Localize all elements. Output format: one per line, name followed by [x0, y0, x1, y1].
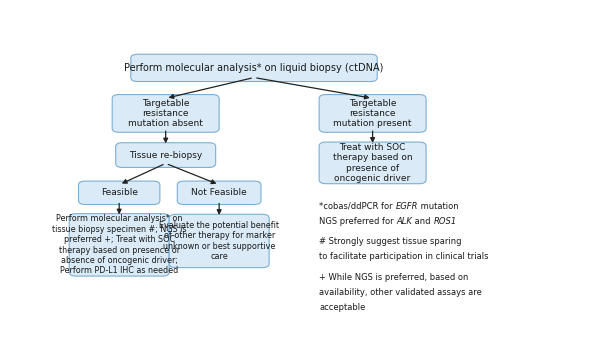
Text: Perform molecular analysis* on liquid biopsy (ctDNA): Perform molecular analysis* on liquid bi…: [124, 63, 384, 73]
FancyBboxPatch shape: [79, 181, 160, 204]
Text: + While NGS is preferred, based on: + While NGS is preferred, based on: [319, 273, 469, 282]
Text: mutation: mutation: [418, 202, 458, 211]
FancyBboxPatch shape: [319, 95, 426, 132]
Text: and: and: [412, 217, 433, 226]
FancyBboxPatch shape: [178, 181, 261, 204]
Text: Perform molecular analysis* on
tissue biopsy specimen #; NGS is
preferred +; Tre: Perform molecular analysis* on tissue bi…: [52, 214, 187, 275]
FancyBboxPatch shape: [319, 142, 426, 184]
FancyBboxPatch shape: [116, 143, 215, 167]
Text: Feasible: Feasible: [101, 188, 137, 197]
FancyBboxPatch shape: [112, 95, 219, 132]
Text: to facilitate participation in clinical trials: to facilitate participation in clinical …: [319, 252, 488, 261]
Text: Evaluate the potential benefit
of other therapy for marker
unknown or best suppo: Evaluate the potential benefit of other …: [159, 221, 279, 261]
Text: Tissue re-biopsy: Tissue re-biopsy: [129, 150, 202, 160]
FancyBboxPatch shape: [131, 54, 377, 81]
FancyBboxPatch shape: [169, 214, 269, 268]
Text: Targetable
resistance
mutation present: Targetable resistance mutation present: [334, 99, 412, 128]
Text: *cobas/ddPCR for: *cobas/ddPCR for: [319, 202, 395, 211]
FancyBboxPatch shape: [69, 214, 169, 276]
Text: Not Feasible: Not Feasible: [191, 188, 247, 197]
Text: EGFR: EGFR: [395, 202, 418, 211]
Text: ROS1: ROS1: [433, 217, 457, 226]
Text: availability, other validated assays are: availability, other validated assays are: [319, 288, 482, 297]
Text: NGS preferred for: NGS preferred for: [319, 217, 397, 226]
Text: acceptable: acceptable: [319, 303, 365, 312]
Text: # Strongly suggest tissue sparing: # Strongly suggest tissue sparing: [319, 237, 461, 246]
Text: ALK: ALK: [397, 217, 412, 226]
Text: Treat with SOC
therapy based on
presence of
oncogenic driver: Treat with SOC therapy based on presence…: [333, 143, 412, 183]
Text: Targetable
resistance
mutation absent: Targetable resistance mutation absent: [128, 99, 203, 128]
